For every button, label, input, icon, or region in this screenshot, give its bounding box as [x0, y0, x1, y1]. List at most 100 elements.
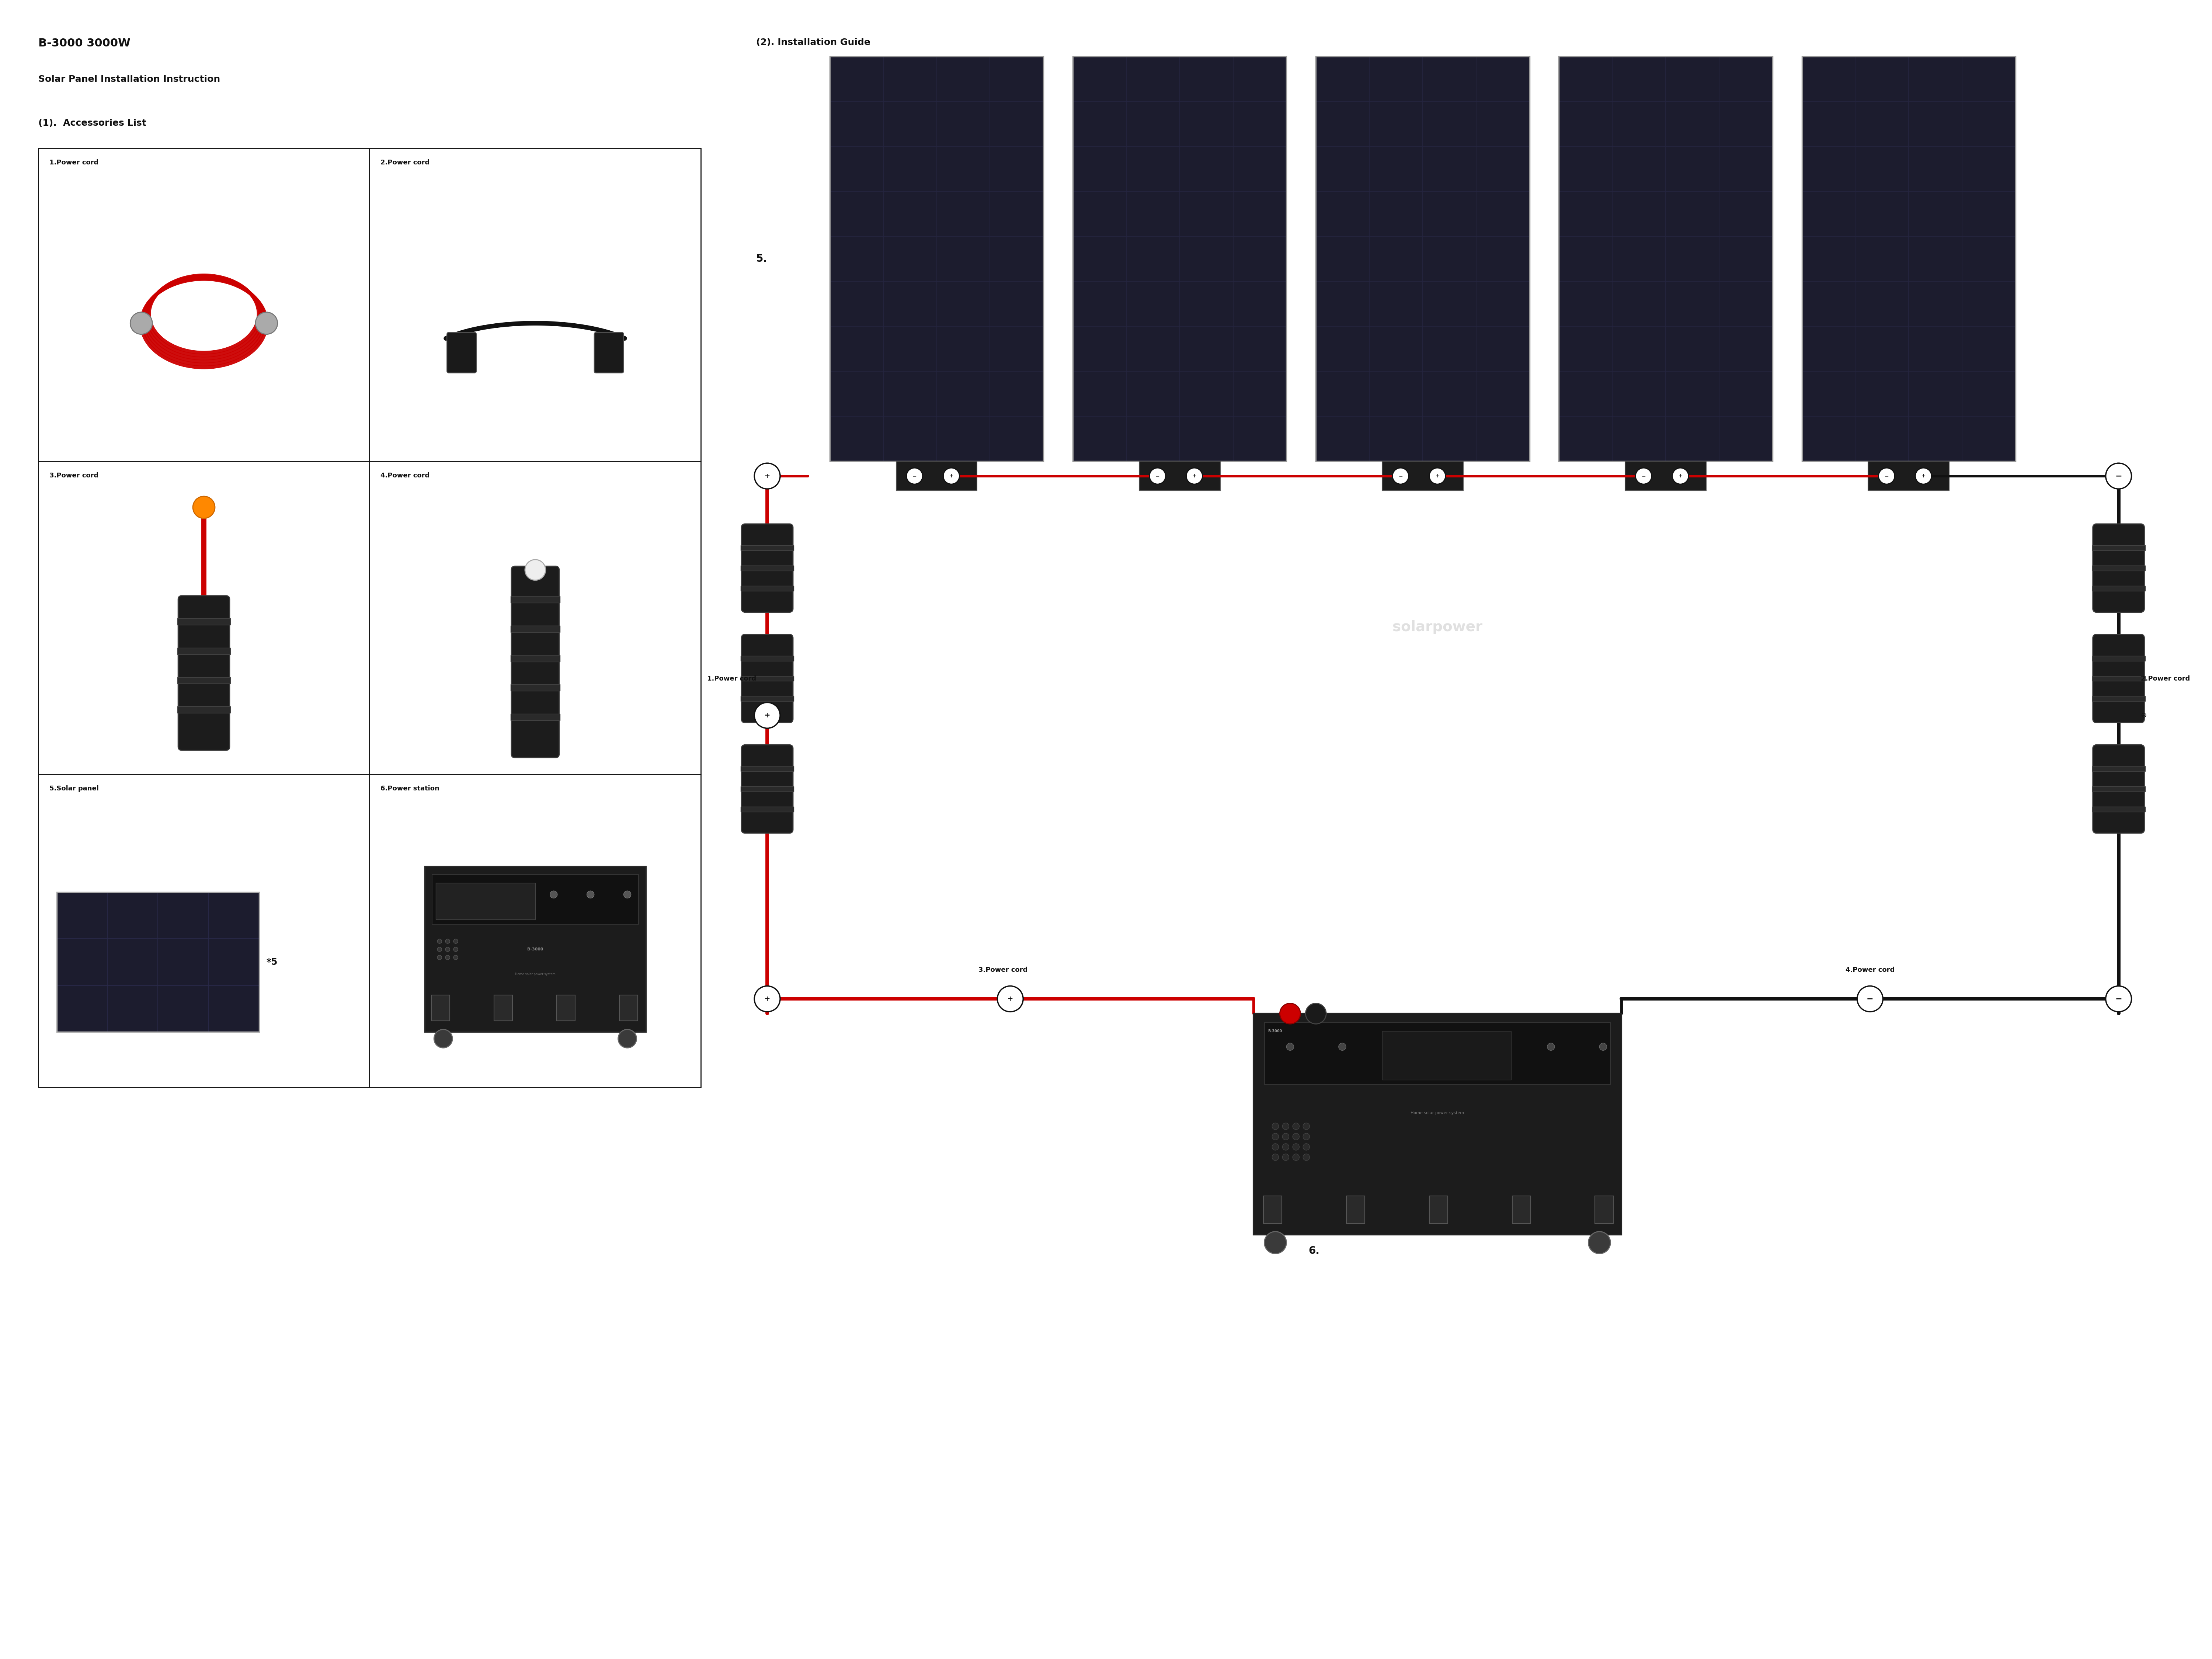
FancyBboxPatch shape — [511, 685, 560, 692]
Circle shape — [942, 468, 960, 484]
Text: Home solar power system: Home solar power system — [515, 972, 555, 975]
Circle shape — [438, 939, 442, 944]
Text: +: + — [1436, 473, 1440, 478]
FancyBboxPatch shape — [511, 566, 560, 758]
Text: +: + — [763, 712, 770, 718]
Text: +: + — [1679, 473, 1683, 478]
FancyBboxPatch shape — [830, 56, 1044, 461]
FancyBboxPatch shape — [177, 707, 230, 713]
Circle shape — [754, 463, 781, 489]
Circle shape — [1283, 1133, 1290, 1140]
Text: +: + — [1192, 473, 1197, 478]
Text: 5.Solar panel: 5.Solar panel — [49, 785, 100, 791]
Circle shape — [254, 312, 276, 333]
Circle shape — [1635, 468, 1652, 484]
Text: Solar Panel Installation Instruction: Solar Panel Installation Instruction — [38, 75, 219, 83]
Circle shape — [1283, 1123, 1290, 1130]
Circle shape — [192, 496, 215, 518]
Circle shape — [445, 947, 449, 952]
FancyBboxPatch shape — [436, 883, 535, 919]
FancyBboxPatch shape — [1626, 461, 1705, 491]
Circle shape — [453, 956, 458, 959]
Circle shape — [445, 939, 449, 944]
FancyBboxPatch shape — [177, 647, 230, 654]
FancyBboxPatch shape — [511, 655, 560, 662]
FancyBboxPatch shape — [741, 566, 794, 571]
Text: −: − — [1398, 473, 1402, 478]
FancyBboxPatch shape — [425, 866, 646, 1032]
Circle shape — [1292, 1123, 1298, 1130]
Text: B-3000: B-3000 — [526, 947, 544, 951]
Circle shape — [1672, 468, 1688, 484]
FancyBboxPatch shape — [511, 713, 560, 720]
FancyBboxPatch shape — [741, 634, 794, 723]
Text: 6.: 6. — [1310, 1246, 1321, 1256]
Text: +: + — [1006, 995, 1013, 1002]
Circle shape — [1495, 1044, 1502, 1050]
FancyBboxPatch shape — [1254, 1014, 1621, 1234]
FancyBboxPatch shape — [1559, 56, 1772, 461]
FancyBboxPatch shape — [2093, 697, 2146, 702]
FancyBboxPatch shape — [557, 995, 575, 1020]
FancyBboxPatch shape — [1803, 56, 2015, 461]
FancyBboxPatch shape — [1382, 1032, 1511, 1080]
Text: 5.: 5. — [757, 254, 768, 264]
Circle shape — [1292, 1155, 1298, 1161]
FancyBboxPatch shape — [1265, 1022, 1610, 1085]
Circle shape — [476, 891, 484, 898]
Text: ⊖: ⊖ — [2141, 712, 2146, 718]
Circle shape — [1916, 468, 1931, 484]
Circle shape — [131, 312, 153, 333]
Circle shape — [2106, 985, 2132, 1012]
Circle shape — [998, 985, 1024, 1012]
Circle shape — [438, 947, 442, 952]
Text: +: + — [949, 473, 953, 478]
FancyBboxPatch shape — [741, 675, 794, 682]
FancyBboxPatch shape — [2093, 806, 2146, 811]
FancyBboxPatch shape — [741, 546, 794, 551]
Text: +: + — [1922, 473, 1927, 478]
Circle shape — [1303, 1155, 1310, 1161]
FancyBboxPatch shape — [1429, 1196, 1447, 1223]
FancyBboxPatch shape — [2093, 786, 2146, 791]
Text: 4.Power cord: 4.Power cord — [380, 473, 429, 479]
Circle shape — [1292, 1133, 1298, 1140]
FancyBboxPatch shape — [511, 625, 560, 632]
FancyBboxPatch shape — [1513, 1196, 1531, 1223]
Circle shape — [1599, 1044, 1606, 1050]
Text: 6.Power station: 6.Power station — [380, 785, 440, 791]
FancyBboxPatch shape — [2093, 745, 2143, 833]
Circle shape — [434, 1030, 453, 1048]
FancyBboxPatch shape — [2093, 634, 2143, 723]
Text: (1).  Accessories List: (1). Accessories List — [38, 119, 146, 128]
Circle shape — [1272, 1155, 1279, 1161]
FancyBboxPatch shape — [2093, 766, 2146, 771]
FancyBboxPatch shape — [741, 745, 794, 833]
Circle shape — [1281, 1004, 1301, 1024]
Circle shape — [624, 891, 630, 898]
Text: B-3000: B-3000 — [1267, 1030, 1283, 1034]
Text: B-3000 3000W: B-3000 3000W — [38, 38, 131, 48]
Circle shape — [1303, 1143, 1310, 1150]
FancyBboxPatch shape — [38, 148, 701, 1087]
Text: −: − — [1867, 995, 1874, 1002]
Circle shape — [1588, 1231, 1610, 1254]
Circle shape — [453, 947, 458, 952]
Text: Home solar power system: Home solar power system — [1411, 1112, 1464, 1115]
FancyBboxPatch shape — [1263, 1196, 1283, 1223]
Circle shape — [1429, 468, 1444, 484]
Text: +: + — [763, 473, 770, 479]
Text: 1.Power cord: 1.Power cord — [708, 675, 757, 682]
FancyBboxPatch shape — [1316, 56, 1528, 461]
Text: −: − — [1885, 473, 1889, 478]
FancyBboxPatch shape — [1869, 461, 1949, 491]
Text: +: + — [763, 995, 770, 1002]
Text: −: − — [2115, 473, 2121, 479]
Circle shape — [1546, 1044, 1555, 1050]
FancyBboxPatch shape — [595, 332, 624, 373]
Circle shape — [1292, 1143, 1298, 1150]
FancyBboxPatch shape — [741, 766, 794, 771]
Circle shape — [1287, 1044, 1294, 1050]
Text: *5: *5 — [265, 957, 279, 967]
Circle shape — [1303, 1123, 1310, 1130]
